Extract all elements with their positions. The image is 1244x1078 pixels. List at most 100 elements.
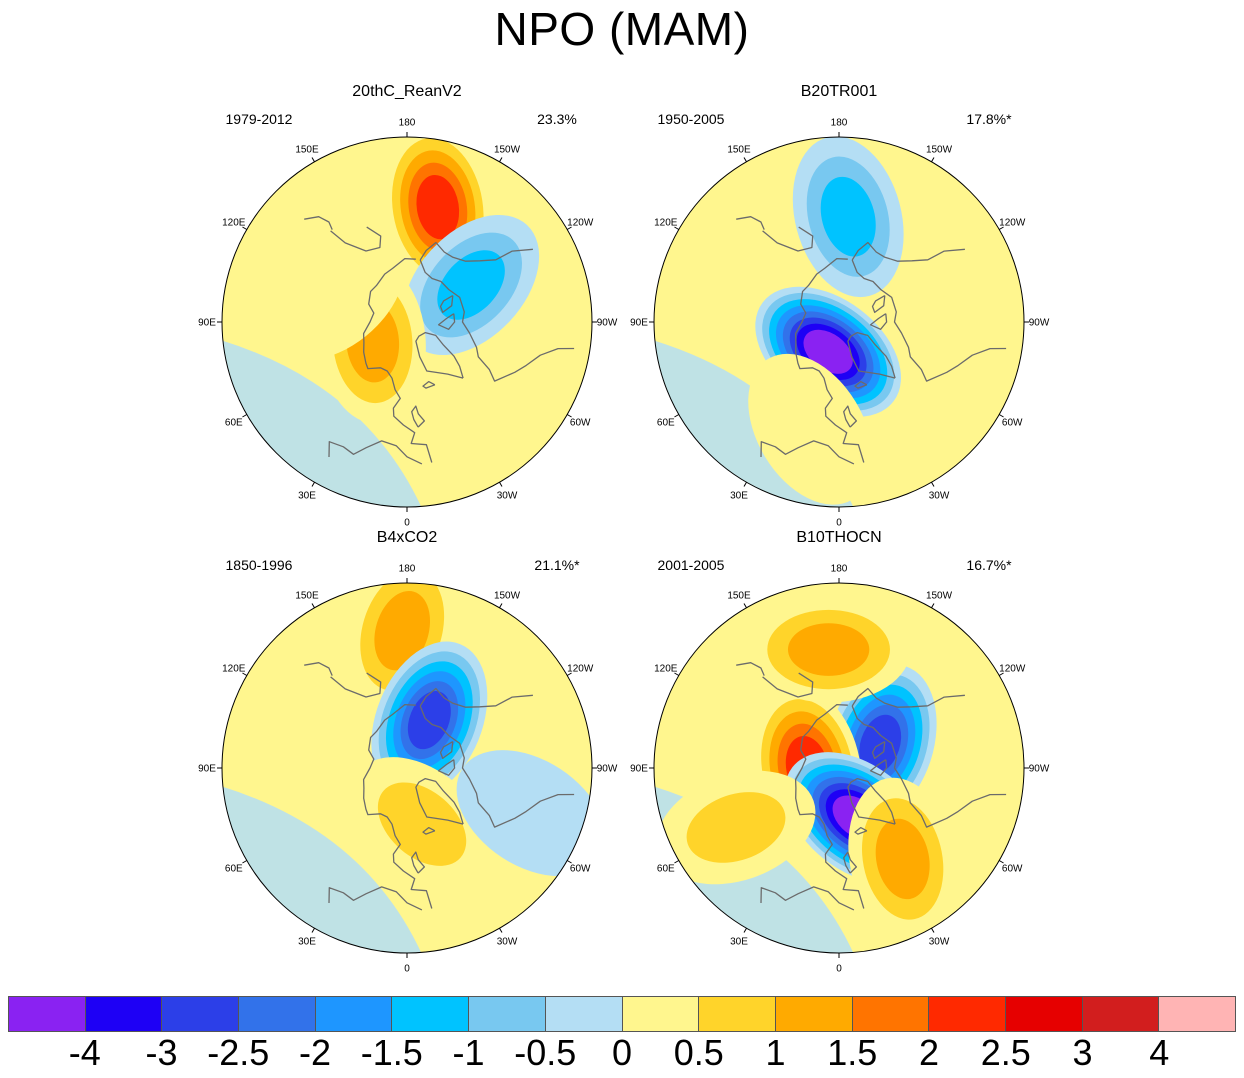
colorbar-swatch	[699, 997, 776, 1031]
lon-tick	[674, 414, 680, 418]
lon-label: 120W	[567, 218, 594, 229]
lon-label: 150E	[727, 144, 751, 155]
lon-tick	[998, 860, 1004, 864]
lon-label: 30W	[497, 491, 518, 502]
lon-tick	[674, 226, 680, 230]
contour-level	[416, 174, 460, 240]
colorbar-swatch	[852, 997, 930, 1031]
lon-label: 120W	[567, 664, 594, 675]
lon-label: 30W	[497, 937, 518, 948]
coastline	[851, 259, 1007, 382]
coastline	[762, 226, 814, 252]
lon-label: 150E	[295, 590, 319, 601]
lon-tick	[931, 157, 935, 163]
lon-label: 60W	[1002, 864, 1023, 875]
coastline	[851, 687, 965, 708]
colorbar-swatch	[929, 997, 1006, 1031]
lon-tick	[311, 157, 315, 163]
coastline	[794, 257, 865, 463]
lon-label: 180	[831, 118, 848, 129]
colorbar-label: 1.5	[827, 1032, 878, 1073]
lon-label: 90E	[630, 318, 648, 329]
contour-field	[654, 583, 1024, 953]
lon-tick	[311, 603, 315, 609]
lon-label: 180	[831, 564, 848, 575]
colorbar-label: 3	[1072, 1032, 1093, 1073]
lon-label: 150W	[494, 590, 521, 601]
lon-label: 60E	[225, 864, 243, 875]
figure-title: NPO (MAM)	[494, 3, 750, 55]
coastline	[760, 440, 855, 465]
colorbar-label: 0.5	[673, 1032, 724, 1073]
colorbar-label: 2.5	[980, 1032, 1031, 1073]
lon-label: 120E	[654, 218, 678, 229]
colorbar-label: -1.5	[360, 1032, 423, 1073]
coastline	[328, 440, 423, 465]
period-label: 1850-1996	[226, 557, 293, 573]
lon-label: 90W	[597, 764, 618, 775]
lon-tick	[499, 157, 503, 163]
coastline	[330, 672, 382, 698]
lon-tick	[998, 414, 1004, 418]
lon-tick	[931, 603, 935, 609]
coastline	[843, 851, 858, 874]
panel-title: B10THOCN	[796, 529, 881, 546]
lon-label: 30W	[929, 491, 950, 502]
lon-tick	[566, 860, 572, 864]
lon-label: 30E	[298, 937, 316, 948]
colorbar-swatch	[1159, 997, 1235, 1031]
lon-label: 0	[836, 518, 842, 529]
coastline	[854, 826, 868, 835]
lon-label: 0	[404, 964, 410, 975]
contour-level	[686, 792, 786, 863]
colorbar-label: 0	[611, 1032, 633, 1073]
colorbar-swatch	[162, 997, 240, 1031]
coastline	[415, 331, 464, 379]
coastline	[871, 741, 886, 760]
lon-label: 120E	[654, 664, 678, 675]
colorbar-label: -2	[298, 1032, 332, 1073]
lon-label: 60W	[570, 418, 591, 429]
colorbar-label: -0.5	[514, 1032, 577, 1073]
contour-level	[374, 590, 431, 671]
lon-tick	[674, 672, 680, 676]
coastline	[762, 672, 814, 698]
coastline	[851, 241, 965, 262]
contour-level	[407, 691, 451, 750]
contour-level	[456, 750, 592, 877]
coastline	[419, 687, 533, 708]
colorbar-swatch	[315, 997, 393, 1031]
colorbar-swatch	[469, 997, 546, 1031]
coastline	[362, 257, 433, 463]
lon-label: 90W	[1029, 764, 1050, 775]
lon-label: 60W	[570, 864, 591, 875]
coastline	[437, 759, 456, 776]
contour-field	[222, 137, 592, 507]
colorbar-swatch	[9, 997, 86, 1031]
lon-label: 120E	[222, 664, 246, 675]
panel-title: B20TR001	[801, 83, 878, 100]
coastline	[304, 216, 333, 230]
lon-label: 150E	[295, 144, 319, 155]
lon-tick	[743, 927, 747, 933]
coastline	[411, 851, 426, 874]
lon-label: 0	[836, 964, 842, 975]
lon-label: 90E	[198, 764, 216, 775]
colorbar-label: -3	[145, 1032, 178, 1073]
lon-label: 90E	[630, 764, 648, 775]
colorbar-label: 1	[765, 1032, 786, 1073]
coastline	[419, 259, 575, 382]
lon-tick	[743, 603, 747, 609]
contour-level	[748, 353, 873, 505]
coastline	[847, 331, 896, 379]
colorbar-label: -2.5	[207, 1032, 270, 1073]
colorbar-label: -4	[68, 1032, 101, 1073]
lon-tick	[931, 481, 935, 487]
lon-label: 30E	[730, 491, 748, 502]
map-panel-2: 180 150E 120E 90E 60E 30E 0 30W 60W 90W 120W 150W B2…	[630, 83, 1050, 529]
lon-label: 30E	[298, 491, 316, 502]
colorbar-label: 4	[1149, 1032, 1170, 1073]
coastline	[411, 405, 426, 428]
lon-label: 120E	[222, 218, 246, 229]
lon-label: 90E	[198, 318, 216, 329]
